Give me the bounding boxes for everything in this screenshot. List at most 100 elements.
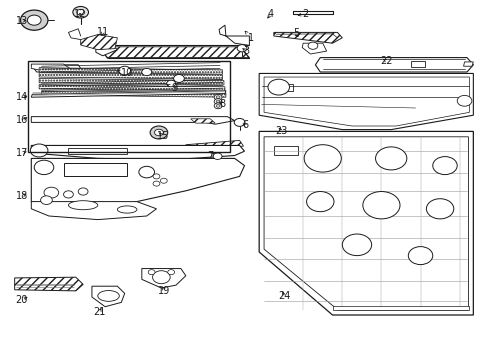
Circle shape (30, 144, 48, 157)
Ellipse shape (98, 291, 119, 301)
Circle shape (166, 80, 175, 87)
Polygon shape (225, 36, 249, 45)
Circle shape (214, 99, 222, 104)
Polygon shape (276, 84, 293, 91)
Text: 16: 16 (16, 114, 28, 125)
Circle shape (152, 271, 170, 284)
Polygon shape (190, 119, 215, 123)
Text: 21: 21 (93, 307, 105, 318)
Text: 7: 7 (207, 150, 214, 161)
Text: 9: 9 (167, 83, 177, 93)
Polygon shape (463, 62, 472, 66)
Polygon shape (31, 158, 244, 209)
Circle shape (63, 191, 73, 198)
Circle shape (41, 196, 52, 204)
Circle shape (432, 157, 456, 175)
Polygon shape (142, 269, 185, 288)
Polygon shape (410, 61, 425, 67)
Polygon shape (68, 148, 127, 154)
Text: 14: 14 (16, 92, 28, 102)
Text: 22: 22 (380, 56, 392, 66)
Text: 24: 24 (277, 291, 289, 301)
Ellipse shape (117, 206, 137, 213)
Circle shape (154, 129, 163, 136)
Circle shape (142, 68, 151, 76)
Circle shape (44, 187, 59, 198)
Circle shape (306, 192, 333, 212)
Circle shape (77, 9, 84, 15)
Polygon shape (63, 163, 127, 176)
Circle shape (304, 145, 341, 172)
Text: 12: 12 (74, 9, 86, 19)
Polygon shape (332, 306, 468, 310)
Polygon shape (39, 85, 224, 91)
Polygon shape (92, 286, 124, 307)
Circle shape (214, 103, 222, 109)
Circle shape (213, 153, 222, 159)
Polygon shape (264, 137, 468, 310)
Text: 11: 11 (97, 27, 109, 37)
Circle shape (78, 188, 88, 195)
Circle shape (153, 181, 160, 186)
Polygon shape (259, 73, 472, 130)
Polygon shape (302, 43, 326, 54)
Circle shape (167, 270, 174, 275)
Circle shape (160, 178, 167, 183)
Text: 3: 3 (242, 46, 249, 56)
Circle shape (267, 79, 289, 95)
Text: 8: 8 (219, 99, 225, 109)
Polygon shape (273, 32, 342, 43)
Circle shape (214, 94, 222, 100)
Circle shape (216, 104, 220, 107)
Circle shape (34, 160, 54, 175)
Circle shape (73, 6, 88, 18)
Polygon shape (185, 140, 243, 150)
Circle shape (216, 96, 220, 99)
Circle shape (150, 126, 167, 139)
Circle shape (27, 15, 41, 25)
Text: 19: 19 (158, 286, 170, 296)
Polygon shape (15, 277, 83, 291)
Text: 10: 10 (117, 68, 133, 78)
Polygon shape (39, 68, 222, 74)
Polygon shape (96, 45, 117, 56)
Text: 20: 20 (16, 294, 28, 305)
Polygon shape (273, 146, 298, 155)
Circle shape (153, 174, 160, 179)
Polygon shape (259, 131, 472, 315)
Circle shape (237, 45, 246, 52)
Circle shape (173, 75, 184, 82)
Circle shape (407, 247, 432, 265)
Circle shape (119, 66, 130, 75)
Text: 13: 13 (16, 16, 28, 26)
Bar (28, 61, 229, 152)
Circle shape (362, 192, 399, 219)
Circle shape (375, 147, 406, 170)
Polygon shape (39, 78, 224, 85)
Polygon shape (315, 58, 472, 72)
Polygon shape (81, 35, 117, 50)
Text: 6: 6 (242, 120, 248, 130)
Circle shape (216, 100, 220, 103)
Text: 15: 15 (156, 131, 168, 141)
Text: 1: 1 (244, 31, 254, 43)
Text: 23: 23 (274, 126, 286, 136)
Text: 2: 2 (298, 9, 308, 19)
Polygon shape (41, 91, 225, 97)
Polygon shape (39, 73, 222, 79)
Circle shape (307, 42, 317, 49)
Polygon shape (264, 77, 468, 126)
Circle shape (342, 234, 371, 256)
Polygon shape (31, 145, 244, 160)
Circle shape (426, 199, 453, 219)
Circle shape (148, 270, 155, 275)
Ellipse shape (68, 201, 98, 210)
Text: 4: 4 (267, 9, 274, 19)
Polygon shape (31, 117, 234, 124)
Text: 18: 18 (16, 191, 28, 201)
Circle shape (139, 166, 154, 178)
Circle shape (20, 10, 48, 30)
Text: 5: 5 (293, 28, 299, 38)
Polygon shape (31, 65, 83, 72)
Circle shape (234, 118, 244, 126)
